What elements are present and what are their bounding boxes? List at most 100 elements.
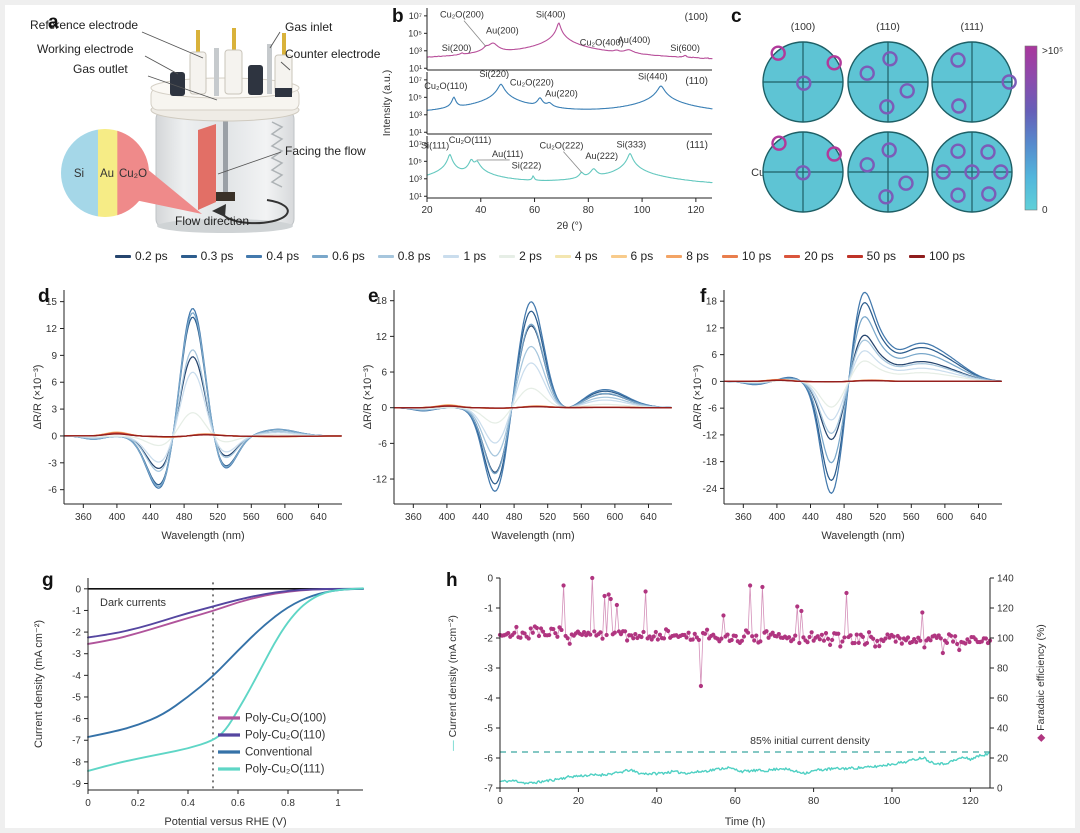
legend-item-0.8ps: 0.8 ps — [377, 249, 431, 263]
legend-swatch — [180, 254, 197, 258]
svg-text:-6: -6 — [708, 404, 717, 415]
svg-text:60: 60 — [529, 205, 541, 216]
svg-text:-7: -7 — [484, 784, 493, 795]
svg-text:10¹: 10¹ — [409, 63, 422, 73]
panel-h-stability-chart: 85% initial current density 0 20 40 60 80 100 1… — [447, 574, 1047, 829]
svg-text:40: 40 — [997, 724, 1009, 735]
svg-text:ΔR/R (×10⁻³): ΔR/R (×10⁻³) — [362, 365, 374, 430]
legend-label: 0.3 ps — [200, 249, 234, 263]
svg-text:0: 0 — [381, 403, 387, 414]
legend-item-1ps: 1 ps — [443, 249, 486, 263]
svg-text:(110): (110) — [876, 21, 900, 33]
svg-text:-5: -5 — [72, 692, 81, 703]
svg-text:Cu₂O(400): Cu₂O(400) — [580, 38, 624, 48]
svg-text:10³: 10³ — [409, 46, 422, 56]
legend-swatch — [666, 254, 683, 258]
svg-text:Au(222): Au(222) — [585, 151, 618, 161]
svg-text:Au(220): Au(220) — [545, 88, 578, 98]
legend-swatch — [312, 254, 329, 258]
svg-text:-9: -9 — [72, 779, 81, 790]
legend-item-8ps: 8 ps — [666, 249, 709, 263]
svg-text:-8: -8 — [72, 757, 81, 768]
svg-text:520: 520 — [539, 512, 556, 523]
svg-text:120: 120 — [688, 205, 705, 216]
svg-text:0: 0 — [497, 796, 503, 807]
legend-label: 100 ps — [929, 249, 966, 263]
svg-text:10⁵: 10⁵ — [408, 92, 422, 102]
svg-text:560: 560 — [243, 512, 260, 523]
svg-text:◆ Faradaic efficiency (%): ◆ Faradaic efficiency (%) — [1035, 624, 1047, 742]
svg-text:520: 520 — [209, 512, 226, 523]
svg-text:Cu₂O(220): Cu₂O(220) — [510, 78, 554, 88]
bubble-tail — [135, 168, 202, 214]
legend-item-100ps: 100 ps — [909, 249, 965, 263]
svg-text:0: 0 — [75, 584, 81, 595]
svg-text:Au(400): Au(400) — [618, 35, 651, 45]
svg-text:600: 600 — [277, 512, 294, 523]
svg-text:-12: -12 — [373, 475, 388, 486]
spring — [270, 121, 284, 188]
legend-swatch — [554, 254, 571, 258]
pole-spot — [980, 144, 996, 160]
svg-text:560: 560 — [573, 512, 590, 523]
legend-item-4ps: 4 ps — [554, 249, 598, 263]
gas-inlet-tube — [267, 44, 272, 94]
legend-swatch — [246, 254, 263, 258]
svg-text:360: 360 — [405, 512, 422, 523]
svg-text:0.6: 0.6 — [231, 798, 245, 809]
legend-swatch — [846, 254, 863, 258]
svg-text:100: 100 — [884, 796, 901, 807]
svg-text:Si(600): Si(600) — [670, 43, 700, 53]
reference-electrode — [189, 51, 207, 95]
pole-spot — [950, 143, 966, 159]
legend-swatch — [909, 254, 925, 258]
svg-text:10⁷: 10⁷ — [409, 75, 422, 85]
svg-text:400: 400 — [769, 512, 786, 523]
legend-swatch — [721, 254, 738, 258]
svg-text:(100): (100) — [791, 21, 816, 33]
panel-a-letter: a — [48, 12, 59, 33]
legend-item-0.2ps: 0.2 ps — [114, 249, 168, 263]
svg-text:0.4: 0.4 — [181, 798, 195, 809]
svg-text:-2: -2 — [72, 628, 81, 639]
svg-text:60: 60 — [730, 796, 742, 807]
svg-text:400: 400 — [439, 512, 456, 523]
pole-spot — [1001, 74, 1017, 90]
pole-spot — [770, 45, 786, 61]
svg-text:Potential versus RHE (V): Potential versus RHE (V) — [164, 816, 286, 828]
legend-item-0.4ps: 0.4 ps — [246, 249, 299, 263]
legend-label: 0.8 ps — [397, 249, 431, 263]
svg-text:400: 400 — [109, 512, 126, 523]
svg-text:(100): (100) — [685, 12, 708, 23]
leader-gas-inlet — [269, 31, 281, 49]
svg-text:Au: Au — [100, 168, 114, 180]
svg-text:-1: -1 — [484, 604, 493, 615]
svg-text:12: 12 — [46, 324, 58, 335]
pole-spot — [826, 146, 842, 162]
svg-text:20: 20 — [421, 205, 433, 216]
svg-text:560: 560 — [903, 512, 920, 523]
svg-text:-6: -6 — [484, 754, 493, 765]
pole-figure-Cu₂O-(111) — [931, 131, 1013, 213]
svg-text:40: 40 — [651, 796, 663, 807]
pole-spot — [950, 52, 966, 68]
legend-label: 20 ps — [804, 249, 834, 263]
svg-text:Cu₂O: Cu₂O — [119, 168, 147, 180]
svg-text:— Current density (mA cm⁻²): — Current density (mA cm⁻²) — [447, 615, 459, 751]
svg-text:640: 640 — [310, 512, 327, 523]
svg-text:-7: -7 — [72, 736, 81, 747]
pole-spot — [899, 83, 915, 99]
svg-text:1: 1 — [335, 798, 341, 809]
svg-text:10¹: 10¹ — [409, 127, 422, 137]
pole-spot — [879, 99, 895, 115]
svg-text:-3: -3 — [48, 458, 57, 469]
svg-text:0: 0 — [1042, 205, 1048, 216]
svg-text:80: 80 — [808, 796, 820, 807]
legend-swatch — [784, 254, 801, 258]
sample-holder — [216, 192, 235, 201]
legend-item-20ps: 20 ps — [784, 249, 834, 263]
svg-text:100: 100 — [634, 205, 651, 216]
pole-spot — [882, 51, 898, 67]
legend-swatch — [610, 254, 627, 258]
